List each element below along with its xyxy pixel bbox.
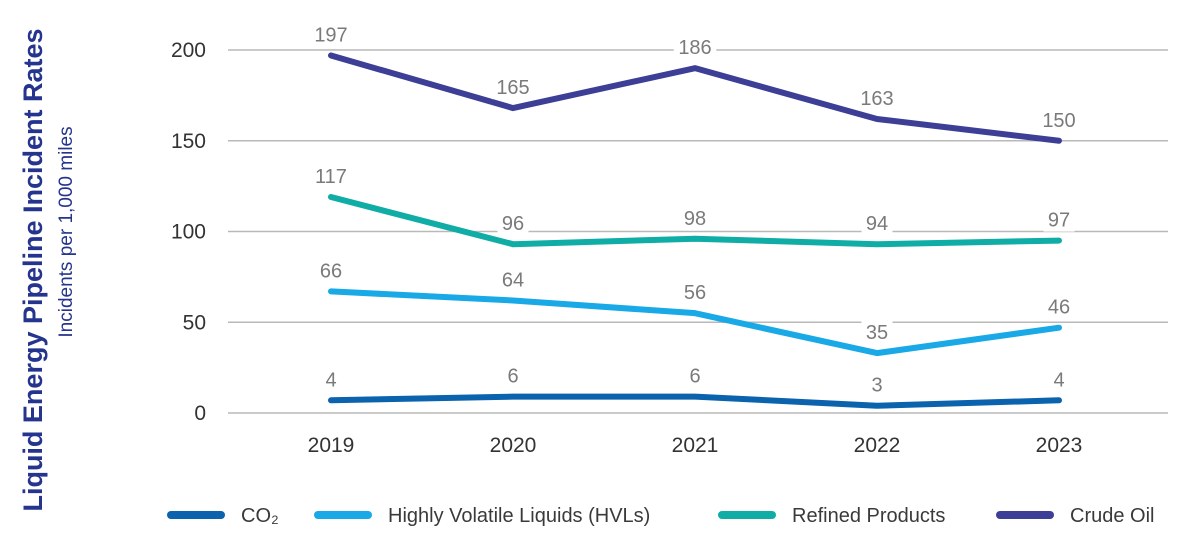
- legend-label: Crude Oil: [1070, 505, 1154, 527]
- y-tick-label: 150: [171, 130, 206, 153]
- data-label: 163: [860, 88, 893, 110]
- data-label-bg: [321, 367, 341, 392]
- data-label-bg: [855, 85, 899, 110]
- chart-subtitle: Incidents per 1,000 miles: [56, 126, 77, 337]
- data-label: 35: [866, 322, 888, 344]
- data-label-bg: [309, 164, 353, 189]
- x-tick-label: 2023: [1036, 434, 1083, 457]
- data-label-bg: [867, 372, 887, 397]
- legend-item-1: Highly Volatile Liquids (HVLs): [314, 505, 650, 527]
- x-axis: 2019 2020 2021 2022 2023: [308, 434, 1083, 457]
- data-label-bg: [685, 363, 705, 388]
- data-label: 186: [678, 37, 711, 59]
- data-label: 4: [1053, 369, 1064, 391]
- data-label: 96: [502, 213, 524, 235]
- data-label-bg: [309, 22, 353, 47]
- data-label: 6: [507, 366, 518, 388]
- y-tick-label: 200: [171, 39, 206, 62]
- series-line-1: [328, 288, 1062, 357]
- data-label: 150: [1042, 110, 1075, 132]
- legend-label: CO₂: [241, 505, 279, 527]
- data-label: 97: [1048, 210, 1070, 232]
- series-line-3: [328, 52, 1062, 144]
- legend-label: Highly Volatile Liquids (HVLs): [388, 505, 650, 527]
- data-label-bg: [503, 363, 523, 388]
- legend-label: Refined Products: [792, 505, 945, 527]
- y-tick-label: 0: [194, 402, 206, 425]
- series-line-2: [328, 194, 1062, 248]
- data-label-bg: [1043, 294, 1075, 319]
- data-label: 165: [496, 77, 529, 99]
- data-label: 98: [684, 208, 706, 230]
- data-label-bg: [861, 211, 893, 236]
- data-label: 94: [866, 213, 888, 235]
- gridlines: [228, 49, 1168, 414]
- data-label-bg: [861, 320, 893, 345]
- x-tick-label: 2020: [490, 434, 537, 457]
- x-tick-label: 2022: [854, 434, 901, 457]
- data-label: 66: [320, 260, 342, 282]
- data-label-bg: [1043, 207, 1075, 232]
- data-label-bg: [497, 211, 529, 236]
- data-label: 56: [684, 282, 706, 304]
- x-tick-label: 2021: [672, 434, 719, 457]
- data-label-bg: [679, 205, 711, 230]
- y-tick-label: 50: [183, 311, 206, 334]
- x-tick-label: 2019: [308, 434, 355, 457]
- legend-item-2: Refined Products: [718, 505, 945, 527]
- chart-title: Liquid Energy Pipeline Incident Rates: [18, 28, 48, 511]
- series-lines: [328, 52, 1062, 409]
- legend-item-0: CO₂: [167, 505, 279, 527]
- legend: CO₂ Highly Volatile Liquids (HVLs) Refined…: [167, 505, 1154, 527]
- series-line-0: [328, 393, 1062, 409]
- data-label: 197: [314, 24, 347, 46]
- data-label: 64: [502, 269, 524, 291]
- data-label-bg: [315, 258, 347, 283]
- data-label-bg: [673, 35, 717, 60]
- data-label-bg: [497, 267, 529, 292]
- data-label-bg: [1049, 367, 1069, 392]
- data-label-bg: [1037, 107, 1081, 132]
- data-label: 3: [871, 375, 882, 397]
- legend-item-3: Crude Oil: [996, 505, 1154, 527]
- data-label: 4: [325, 369, 336, 391]
- data-label: 117: [315, 166, 347, 188]
- data-label-bg: [679, 280, 711, 305]
- y-axis: 0 50 100 150 200: [171, 39, 206, 425]
- data-label: 46: [1048, 297, 1070, 319]
- y-tick-label: 100: [171, 221, 206, 244]
- data-label: 6: [689, 366, 700, 388]
- data-label-bg: [491, 75, 535, 100]
